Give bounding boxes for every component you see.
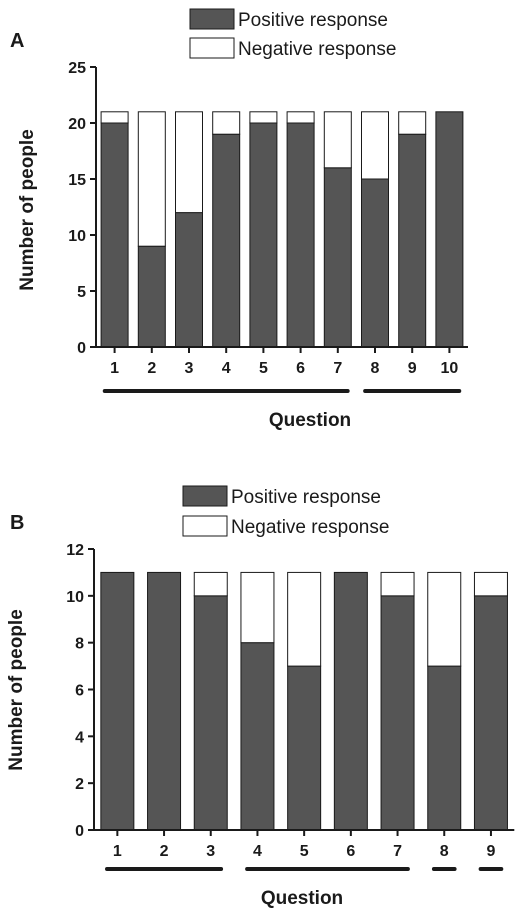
bar-positive bbox=[175, 212, 203, 348]
x-tick-label: 3 bbox=[206, 843, 215, 860]
y-tick-label: 4 bbox=[75, 729, 84, 746]
panel-label-b: B bbox=[10, 512, 24, 534]
bar-negative bbox=[193, 571, 228, 597]
x-tick-label: 7 bbox=[333, 360, 342, 377]
bar-negative bbox=[249, 111, 278, 124]
legend-b: Positive response Negative response bbox=[182, 485, 389, 538]
bar-negative bbox=[240, 571, 275, 644]
y-tick-label: 6 bbox=[75, 683, 84, 700]
bar-positive bbox=[249, 122, 278, 348]
bar-negative bbox=[380, 571, 415, 597]
x-tick-label: 6 bbox=[346, 843, 355, 860]
y-tick-label: 15 bbox=[68, 172, 86, 189]
panel-label-a: A bbox=[10, 30, 24, 52]
bar-negative bbox=[323, 111, 352, 169]
x-tick-label: 2 bbox=[147, 360, 156, 377]
x-tick-label: 5 bbox=[300, 843, 309, 860]
bar-negative bbox=[175, 111, 203, 214]
x-tick-label: 10 bbox=[441, 360, 459, 377]
bar-positive bbox=[193, 595, 228, 831]
x-tick-label: 9 bbox=[408, 360, 417, 377]
x-tick-label: 1 bbox=[113, 843, 122, 860]
legend-label-negative: Negative response bbox=[238, 39, 396, 60]
legend-label-positive: Positive response bbox=[231, 487, 381, 508]
y-tick-label: 10 bbox=[68, 228, 86, 245]
legend-swatch-negative bbox=[182, 515, 228, 537]
legend-swatch-positive bbox=[189, 8, 235, 30]
x-tick-label: 9 bbox=[486, 843, 495, 860]
y-tick-label: 12 bbox=[66, 542, 84, 559]
x-tick-label: 2 bbox=[160, 843, 169, 860]
bar-positive bbox=[240, 642, 275, 831]
bar-negative bbox=[427, 571, 462, 667]
bar-positive bbox=[100, 122, 129, 348]
bar-positive bbox=[286, 122, 315, 348]
y-tick-label: 0 bbox=[77, 340, 86, 357]
bar-positive bbox=[333, 571, 368, 831]
x-tick-label: 4 bbox=[222, 360, 231, 377]
x-tick-label: 7 bbox=[393, 843, 402, 860]
x-tick-label: 5 bbox=[259, 360, 268, 377]
y-tick-label: 8 bbox=[75, 636, 84, 653]
bar-positive bbox=[212, 133, 241, 348]
bar-negative bbox=[100, 111, 129, 124]
bar-negative bbox=[286, 111, 315, 124]
x-axis-title-b: Question bbox=[261, 888, 343, 909]
bar-positive bbox=[323, 167, 352, 348]
x-tick-label: 3 bbox=[185, 360, 194, 377]
legend-a: Positive response Negative response bbox=[189, 8, 396, 60]
bar-negative bbox=[361, 111, 389, 180]
bar-negative bbox=[137, 111, 166, 247]
bar-negative bbox=[473, 571, 508, 597]
x-tick-label: 8 bbox=[440, 843, 449, 860]
bar-positive bbox=[361, 178, 389, 348]
bar-positive bbox=[398, 133, 427, 348]
bar-positive bbox=[427, 665, 462, 831]
x-tick-label: 8 bbox=[371, 360, 380, 377]
bar-positive bbox=[100, 571, 135, 831]
bar-negative bbox=[287, 571, 322, 667]
bar-positive bbox=[147, 571, 182, 831]
y-tick-label: 10 bbox=[66, 589, 84, 606]
x-tick-label: 1 bbox=[110, 360, 119, 377]
y-tick-label: 5 bbox=[77, 284, 86, 301]
x-axis-title-a: Question bbox=[269, 410, 351, 431]
y-tick-label: 25 bbox=[68, 60, 86, 77]
bar-positive bbox=[380, 595, 415, 831]
y-axis-title-a: Number of people bbox=[17, 129, 38, 291]
bar-negative bbox=[212, 111, 241, 135]
x-tick-label: 4 bbox=[253, 843, 262, 860]
legend-swatch-positive bbox=[182, 485, 228, 507]
legend-label-positive: Positive response bbox=[238, 10, 388, 31]
y-axis-title-b: Number of people bbox=[6, 609, 27, 771]
legend-label-negative: Negative response bbox=[231, 517, 389, 538]
chart-panel-b: B Positive response Negative response Nu… bbox=[6, 485, 515, 909]
bar-positive bbox=[137, 245, 166, 348]
chart-panel-a: A Positive response Negative response Nu… bbox=[10, 8, 468, 431]
x-tick-label: 6 bbox=[296, 360, 305, 377]
bar-positive bbox=[287, 665, 322, 831]
y-tick-label: 20 bbox=[68, 116, 86, 133]
bar-positive bbox=[435, 111, 464, 348]
bar-negative bbox=[398, 111, 427, 135]
y-tick-label: 0 bbox=[75, 823, 84, 840]
legend-swatch-negative bbox=[189, 37, 235, 59]
y-tick-label: 2 bbox=[75, 776, 84, 793]
bar-positive bbox=[473, 595, 508, 831]
